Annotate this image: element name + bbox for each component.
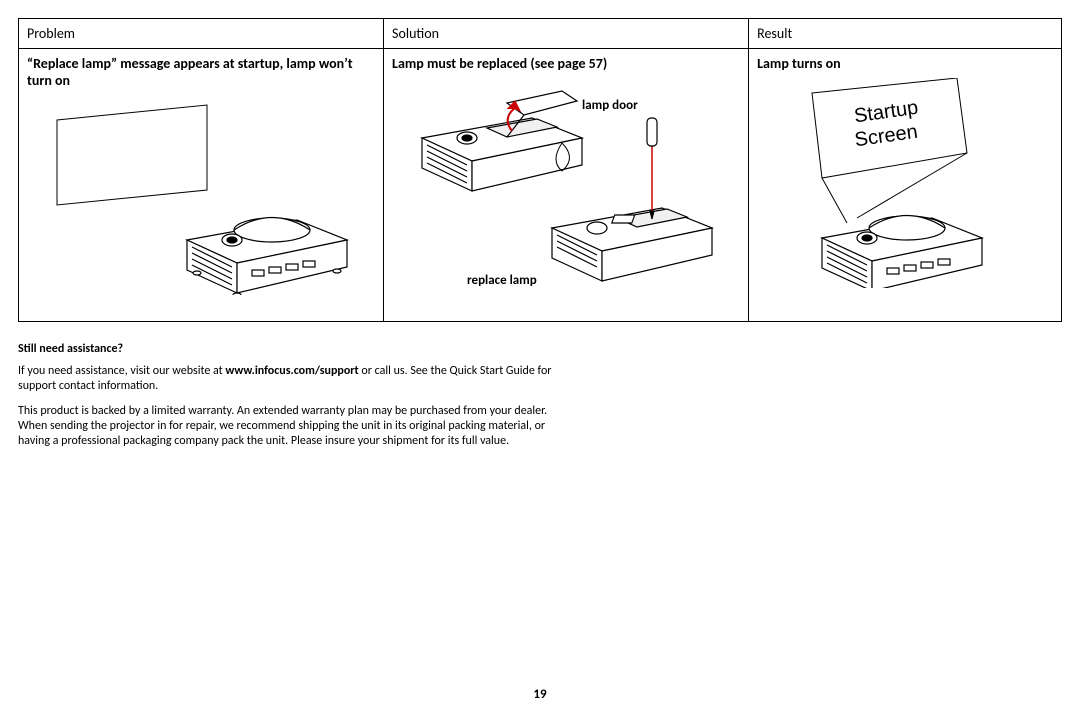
header-result: Result xyxy=(749,19,1062,49)
cell-result: Lamp turns on Startup Screen xyxy=(749,49,1062,322)
solution-illustration xyxy=(392,78,732,293)
result-text: Lamp turns on xyxy=(757,55,1053,72)
result-illustration: Startup Screen xyxy=(757,78,1057,288)
label-replace-lamp: replace lamp xyxy=(467,273,537,288)
cell-solution: Lamp must be replaced (see page 57) lamp… xyxy=(384,49,749,322)
assistance-section: Still need assistance? If you need assis… xyxy=(18,342,578,449)
header-problem: Problem xyxy=(19,19,384,49)
support-url: www.infocus.com/support xyxy=(225,364,358,378)
troubleshoot-table: Problem Solution Result “Replace lamp” m… xyxy=(18,18,1062,322)
solution-text: Lamp must be replaced (see page 57) xyxy=(392,55,740,72)
assistance-p2: This product is backed by a limited warr… xyxy=(18,404,578,449)
problem-text: “Replace lamp” message appears at startu… xyxy=(27,55,375,89)
page-number: 19 xyxy=(0,687,1080,702)
assistance-heading: Still need assistance? xyxy=(18,342,578,356)
assistance-p1: If you need assistance, visit our websit… xyxy=(18,364,578,394)
problem-illustration xyxy=(27,95,367,295)
label-lamp-door: lamp door xyxy=(582,98,638,113)
header-solution: Solution xyxy=(384,19,749,49)
cell-problem: “Replace lamp” message appears at startu… xyxy=(19,49,384,322)
